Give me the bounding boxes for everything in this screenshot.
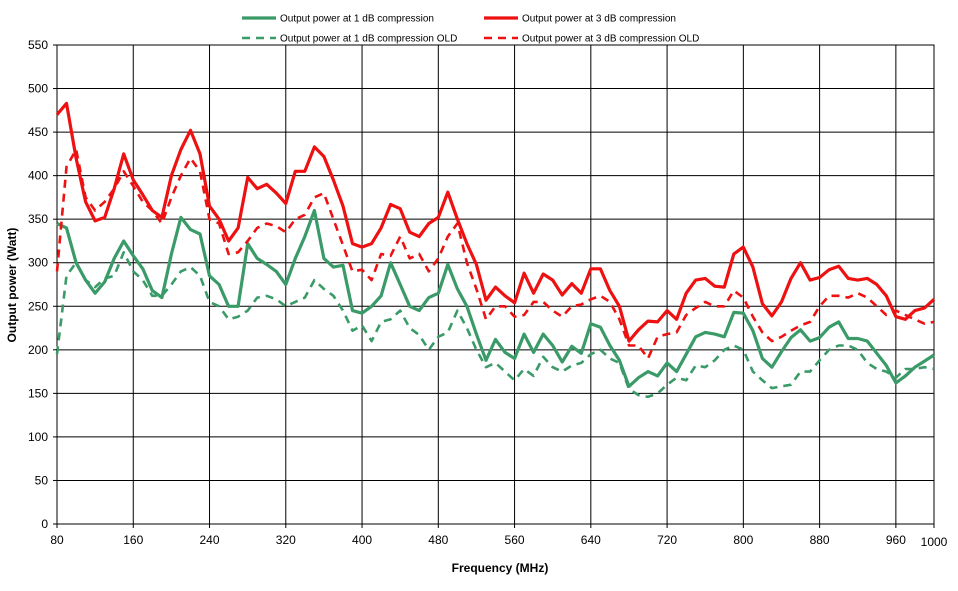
series-line-3	[55, 251, 935, 399]
x-tick-label: 320	[276, 533, 296, 547]
x-tick-label: 720	[657, 533, 677, 547]
y-tick-label: 450	[28, 125, 48, 139]
y-tick-label: 350	[28, 212, 48, 226]
y-tick-label: 400	[28, 169, 48, 183]
plot-area-border	[56, 44, 935, 525]
y-tick-label: 300	[28, 256, 48, 270]
gridlines	[56, 44, 935, 525]
legend-label: Output power at 3 dB compression	[522, 14, 676, 25]
y-tick-label: 500	[28, 82, 48, 96]
x-axis-title: Frequency (MHz)	[452, 561, 549, 575]
x-tick-label: 1000	[921, 535, 948, 549]
x-tick-label: 560	[505, 533, 525, 547]
legend-label: Output power at 3 dB compression OLD	[522, 34, 699, 45]
y-tick-label: 150	[28, 386, 48, 400]
legend-label: Output power at 1 dB compression	[280, 14, 434, 25]
x-axis-ticks: 80 160 240 320 400 480 560 640 720 800 880 960 1000	[50, 524, 948, 549]
legend-label: Output power at 1 dB compression OLD	[280, 34, 457, 45]
series-line-1	[56, 208, 935, 388]
x-tick-label: 800	[733, 533, 753, 547]
x-tick-label: 880	[810, 533, 830, 547]
x-tick-label: 400	[352, 533, 372, 547]
x-tick-label: 480	[428, 533, 448, 547]
y-tick-label: 0	[41, 517, 48, 531]
x-tick-label: 640	[581, 533, 601, 547]
legend: Output power at 1 dB compression Output p…	[242, 14, 699, 45]
series-line-2	[55, 101, 936, 343]
series-layer	[55, 101, 936, 399]
y-tick-label: 550	[28, 38, 48, 52]
y-tick-label: 200	[28, 343, 48, 357]
x-tick-label: 80	[50, 533, 64, 547]
x-tick-label: 240	[200, 533, 220, 547]
x-tick-label: 160	[123, 533, 143, 547]
series-line-4	[55, 148, 935, 360]
y-tick-label: 100	[28, 430, 48, 444]
y-axis-title: Output power (Watt)	[5, 228, 19, 343]
y-axis-ticks: 0 50 100 150 200 250 300 350 400 450 500 550	[28, 38, 57, 531]
x-tick-label: 960	[886, 533, 906, 547]
y-tick-label: 250	[28, 299, 48, 313]
y-tick-label: 50	[35, 473, 49, 487]
